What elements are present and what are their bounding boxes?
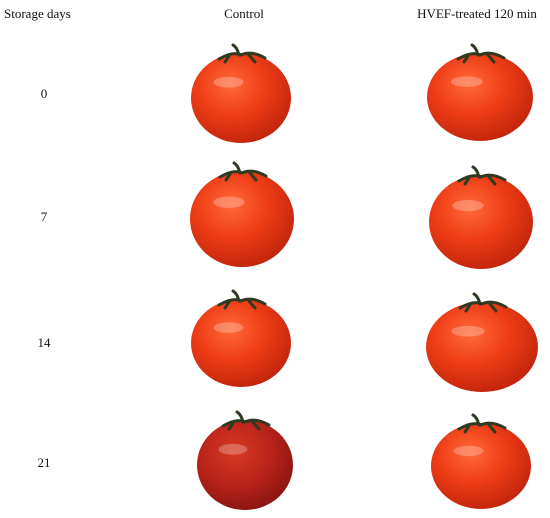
- tomato-stem: [221, 410, 271, 431]
- tomato-stem: [458, 292, 508, 313]
- storage-day: 21: [38, 455, 51, 470]
- tomato-stem: [457, 165, 507, 186]
- tomato-highlight: [453, 445, 484, 457]
- tomato-body: [190, 171, 294, 267]
- storage-day: 7: [41, 209, 48, 224]
- tomato-photo: [427, 43, 533, 141]
- tomato-highlight: [213, 322, 244, 333]
- tomato-stem: [456, 43, 506, 64]
- tomato-photo: [426, 292, 538, 392]
- tomato-photo: [191, 43, 291, 143]
- tomato-photo: [431, 413, 531, 509]
- tomato-body: [191, 53, 291, 143]
- tomato-highlight: [213, 76, 244, 88]
- tomato-highlight: [452, 199, 484, 212]
- tomato-stem: [457, 413, 507, 434]
- tomato-body: [429, 175, 533, 269]
- tomato-photo: [429, 165, 533, 269]
- tomato-highlight: [218, 443, 248, 455]
- tomato-photo: [197, 410, 293, 510]
- tomato-body: [197, 420, 293, 510]
- column-header: Storage days: [4, 6, 71, 21]
- tomato-body: [427, 53, 533, 141]
- storage-day: 0: [41, 86, 48, 101]
- tomato-body: [191, 299, 291, 387]
- column-header: HVEF-treated 120 min: [417, 6, 537, 21]
- storage-day: 14: [38, 335, 52, 350]
- column-header: Control: [224, 6, 264, 21]
- tomato-photo: [190, 161, 294, 267]
- tomato-highlight: [450, 76, 483, 87]
- tomato-stem: [218, 161, 268, 182]
- tomato-highlight: [451, 325, 485, 337]
- image-grid: [190, 43, 538, 510]
- tomato-stem: [217, 289, 267, 310]
- tomato-body: [426, 302, 538, 392]
- tomato-stem: [217, 43, 267, 64]
- tomato-photo: [191, 289, 291, 387]
- tomato-highlight: [213, 196, 245, 208]
- tomato-body: [431, 423, 531, 509]
